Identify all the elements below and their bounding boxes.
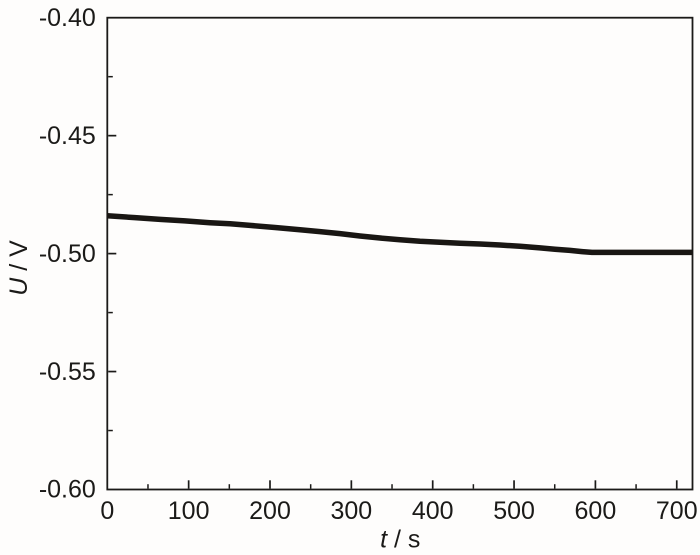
svg-text:600: 600 — [575, 497, 617, 525]
svg-text:0: 0 — [100, 497, 114, 525]
svg-text:-0.55: -0.55 — [39, 358, 96, 386]
svg-text:t / s: t / s — [380, 526, 420, 554]
svg-text:-0.50: -0.50 — [39, 240, 96, 268]
svg-text:-0.40: -0.40 — [39, 4, 96, 32]
svg-text:U / V: U / V — [5, 240, 33, 296]
svg-text:300: 300 — [330, 497, 372, 525]
svg-text:100: 100 — [168, 497, 210, 525]
svg-text:-0.45: -0.45 — [39, 122, 96, 150]
svg-text:400: 400 — [412, 497, 454, 525]
svg-text:200: 200 — [249, 497, 291, 525]
svg-text:500: 500 — [493, 497, 535, 525]
svg-text:-0.60: -0.60 — [39, 475, 96, 503]
svg-text:700: 700 — [656, 497, 698, 525]
